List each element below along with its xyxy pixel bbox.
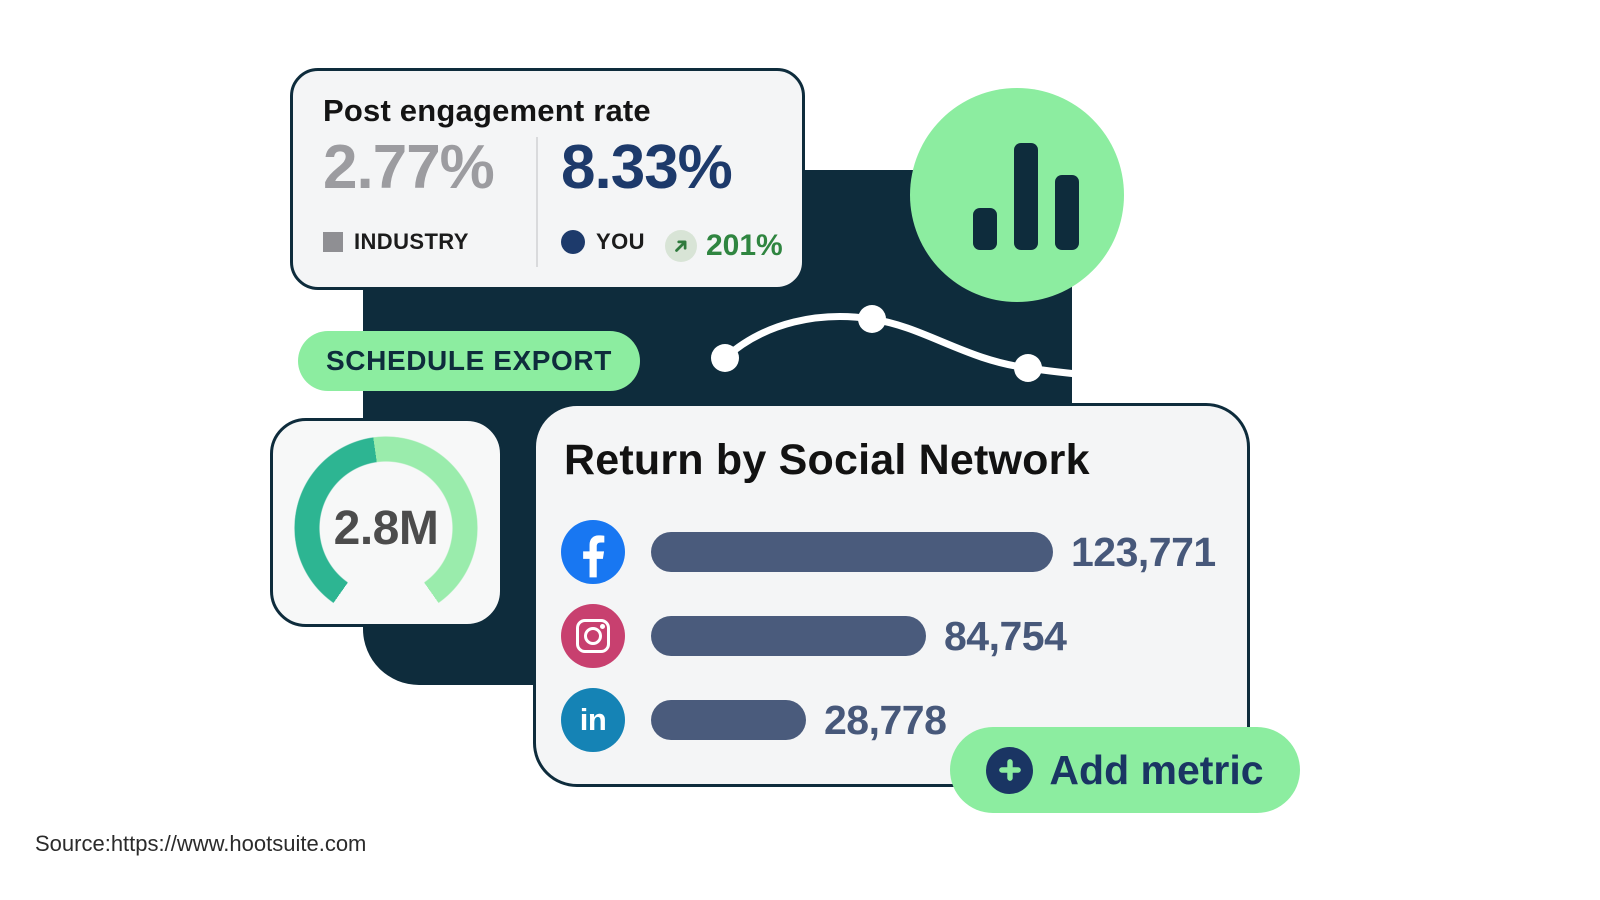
add-metric-label: Add metric [1049,746,1264,793]
social-row-linkedin: in 28,778 [561,688,1216,752]
instagram-value: 84,754 [944,612,1067,659]
instagram-bar [651,616,926,656]
schedule-export-button[interactable]: SCHEDULE EXPORT [298,331,640,391]
you-legend-swatch [561,230,585,254]
industry-legend-swatch [323,232,343,252]
you-rate-value: 8.33% [561,133,733,202]
post-engagement-card: Post engagement rate 2.77% 8.33% INDUSTR… [290,68,805,290]
social-bar-list: 123,771 84,754 in 28,778 [561,520,1216,752]
gauge-ring [294,436,478,620]
linkedin-value: 28,778 [824,696,947,743]
add-metric-button[interactable]: Add metric [950,727,1300,813]
industry-legend-label: INDUSTRY [354,229,469,254]
gauge-card: 2.8M [270,418,503,627]
sparkline-point-1 [711,344,739,372]
trend-up-arrow-icon [665,230,697,262]
social-row-instagram: 84,754 [561,604,1216,668]
facebook-value: 123,771 [1071,528,1216,575]
schedule-export-label: SCHEDULE EXPORT [326,345,612,376]
column-divider [536,137,538,267]
gauge-value: 2.8M [333,501,439,555]
social-row-facebook: 123,771 [561,520,1216,584]
industry-legend: INDUSTRY [323,229,469,255]
gauge-chart: 2.8M [294,436,478,620]
facebook-icon [561,520,625,584]
source-attribution: Source:https://www.hootsuite.com [35,831,367,856]
sparkline-point-2 [858,305,886,333]
instagram-icon [561,604,625,668]
facebook-bar [651,532,1053,572]
sparkline-point-3 [1014,354,1042,382]
engagement-card-title: Post engagement rate [323,93,651,128]
trend-sparkline-chart [711,305,1076,382]
you-legend: YOU [561,229,645,255]
analytics-badge [910,88,1124,302]
linkedin-bar [651,700,806,740]
industry-rate-value: 2.77% [323,133,495,202]
delta-indicator: 201% [665,229,783,263]
plus-icon [986,746,1034,794]
social-card-title: Return by Social Network [564,436,1090,484]
bar-chart-icon [973,143,1079,250]
delta-value: 201% [706,229,783,262]
linkedin-icon: in [561,688,625,752]
you-legend-label: YOU [596,229,645,254]
social-network-card: Return by Social Network 123,771 84,754 [533,403,1250,787]
